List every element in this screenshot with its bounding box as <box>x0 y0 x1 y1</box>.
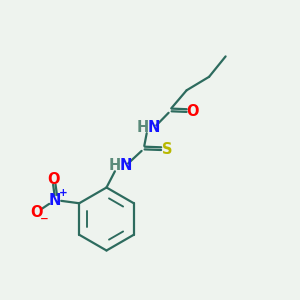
Text: +: + <box>58 188 68 198</box>
Text: −: − <box>40 214 49 224</box>
Text: N: N <box>119 158 132 173</box>
Text: O: O <box>30 205 42 220</box>
Text: O: O <box>47 172 59 187</box>
Text: N: N <box>147 120 160 135</box>
Text: S: S <box>163 142 173 158</box>
Text: H: H <box>137 120 149 135</box>
Text: N: N <box>48 193 61 208</box>
Text: H: H <box>109 158 121 173</box>
Text: O: O <box>186 104 199 119</box>
